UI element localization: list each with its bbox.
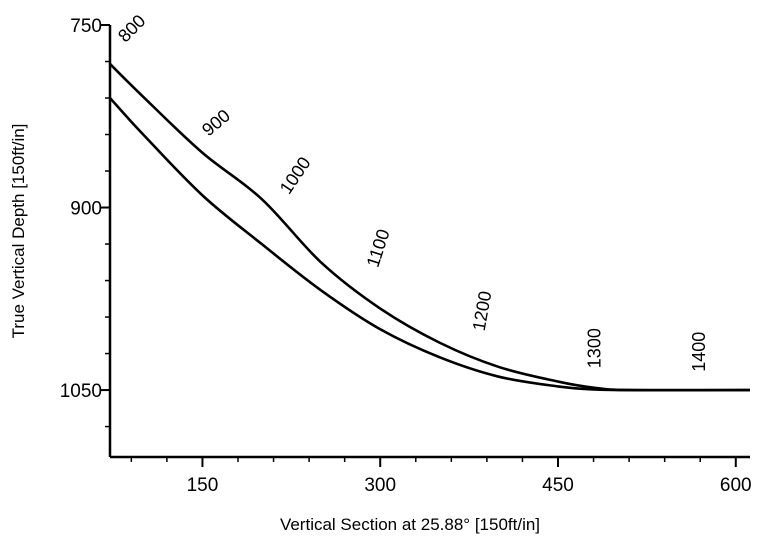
md-label: 1100 [363,227,394,270]
md-label: 1400 [689,332,709,372]
md-label: 1000 [276,153,315,197]
x-tick-label: 600 [720,475,752,496]
md-label: 1200 [469,289,496,332]
x-axis-title: Vertical Section at 25.88° [150ft/in] [280,515,540,534]
y-tick-label: 1050 [60,381,102,402]
ticks-layer: 150 300 450 600 750 900 1050 [60,16,752,496]
md-labels-layer: 800 900 1000 1100 1200 1300 1400 [114,11,709,372]
x-tick-label: 300 [364,475,396,496]
x-tick-label: 150 [187,475,219,496]
x-tick-label: 450 [542,475,574,496]
curves-layer [109,63,751,392]
y-tick-label: 750 [70,16,102,37]
axes-layer [108,25,750,459]
y-tick-label: 900 [70,199,102,220]
y-axis-title: True Vertical Depth [150ft/in] [9,124,28,339]
md-label: 800 [114,11,149,46]
trajectory-curve-1 [109,63,751,392]
md-label: 1300 [585,328,605,368]
trajectory-curve-2 [109,97,751,392]
md-label: 900 [198,105,234,140]
